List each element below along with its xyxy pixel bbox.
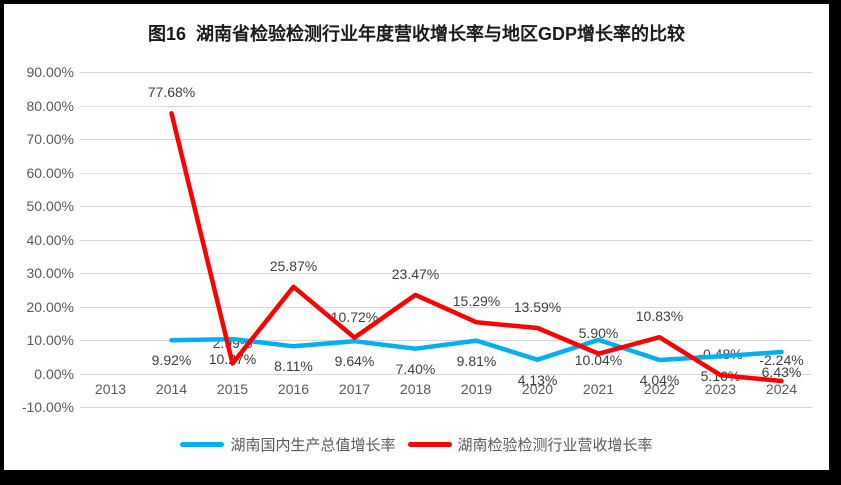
data-label-gdp: 9.64% — [334, 353, 375, 370]
data-label-gdp: 4.13% — [517, 371, 558, 388]
legend-label-industry: 湖南检验检测行业营收增长率 — [457, 436, 653, 454]
y-axis-tick-label: 20.00% — [26, 298, 74, 315]
x-axis-tick-label: 2016 — [277, 380, 310, 397]
data-label-industry: 15.29% — [452, 293, 501, 310]
data-label-gdp: 10.04% — [574, 351, 623, 368]
data-label-industry: 10.83% — [635, 308, 684, 325]
chart-title: 图16 湖南省检验检测行业年度营收增长率与地区GDP增长率的比较 — [147, 24, 686, 44]
y-axis-tick-label: 0.00% — [34, 365, 74, 382]
y-axis-tick-label: 90.00% — [26, 64, 74, 80]
y-axis-tick-label: 10.00% — [26, 332, 74, 348]
y-axis-tick-label: 30.00% — [26, 265, 74, 281]
y-axis-tick-label: 60.00% — [26, 164, 74, 181]
y-axis-tick-label: 50.00% — [26, 198, 74, 214]
x-axis-tick-label: 2013 — [94, 380, 127, 397]
legend-swatch-gdp-line — [180, 441, 225, 447]
data-label-gdp: 7.40% — [395, 360, 436, 377]
data-label-gdp: 9.92% — [151, 352, 192, 369]
data-label-gdp: 8.11% — [274, 358, 313, 375]
y-axis-tick-label: 70.00% — [26, 131, 74, 147]
series-line-gdp — [169, 336, 784, 363]
x-axis-tick-label: 2024 — [765, 380, 798, 397]
x-axis-tick-label: 2019 — [460, 380, 493, 397]
gridline — [80, 407, 812, 408]
gridline — [80, 273, 812, 274]
gridline — [80, 206, 812, 207]
data-label-industry: -2.24% — [759, 352, 804, 368]
data-label-industry: 23.47% — [391, 265, 440, 282]
x-axis-tick-label: 2014 — [155, 380, 188, 397]
data-label-industry: 10.72% — [330, 308, 379, 325]
line-plot — [169, 111, 784, 384]
y-axis: 90.00% 80.00% 70.00% 60.00% 50.00% 40.00% 30.0… — [4, 4, 829, 470]
x-axis-tick-label: 2018 — [399, 380, 432, 397]
data-label-gdp: 6.43% — [761, 364, 802, 380]
x-axis-tick-label: 2023 — [704, 380, 737, 397]
gridline — [80, 172, 812, 174]
x-axis-tick-label: 2022 — [643, 380, 676, 397]
data-label-gdp: 9.81% — [456, 352, 497, 369]
data-label-industry: 5.90% — [578, 324, 619, 341]
legend-label-gdp: 湖南国内生产总值增长率 — [230, 436, 396, 454]
gridline — [80, 105, 812, 107]
y-axis-tick-label: 40.00% — [26, 231, 74, 248]
x-axis-tick-label: 2017 — [338, 380, 371, 397]
x-axis: 2013 2014 2015 2016 2017 2018 2019 2020 2021 2022… — [4, 4, 829, 470]
gridline — [80, 239, 812, 241]
y-axis-tick-label: -10.00% — [21, 399, 74, 415]
x-axis-tick-label: 2020 — [521, 380, 554, 397]
gridline — [80, 373, 812, 375]
legend: 湖南国内生产总值增长率 湖南检验检测行业营收增长率 — [4, 435, 829, 454]
x-axis-tick-label: 2021 — [582, 380, 615, 397]
legend-swatch-industry-line — [407, 441, 452, 447]
series-line-industry — [169, 111, 784, 384]
data-label-gdp: 4.04% — [639, 372, 680, 388]
data-label-industry: 77.68% — [147, 84, 196, 101]
y-axis-tick-label: 80.00% — [26, 97, 74, 114]
data-label-industry: 13.59% — [513, 299, 562, 315]
data-labels-layer: 9.92% 10.27% 8.11% 9.64% 7.40% 9.81% 4.13% 10.0… — [4, 4, 829, 470]
document-page: 图16 湖南省检验检测行业年度营收增长率与地区GDP增长率的比较 90.00% 8… — [4, 4, 829, 470]
gridline — [80, 340, 812, 341]
gridline — [80, 139, 812, 140]
gridline — [80, 72, 812, 73]
x-axis-tick-label: 2015 — [216, 380, 249, 397]
data-label-industry: 25.87% — [269, 257, 318, 274]
